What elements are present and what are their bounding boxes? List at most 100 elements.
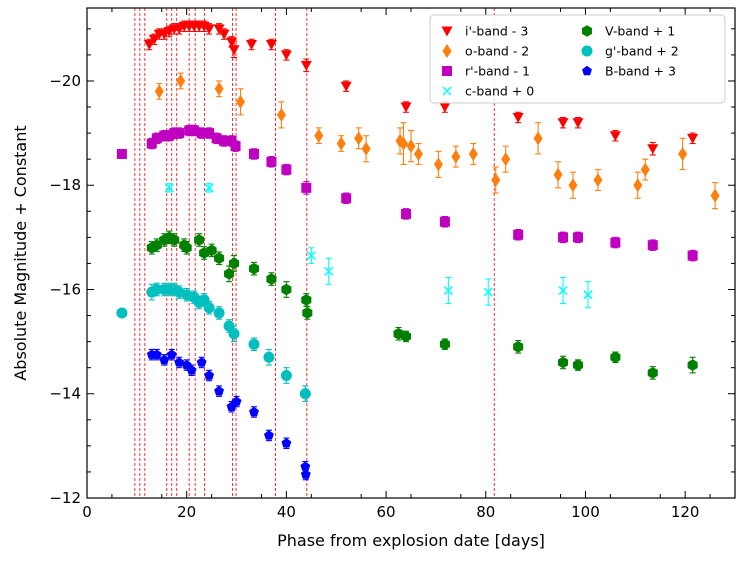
data-point (214, 252, 225, 265)
data-point (146, 138, 157, 149)
data-point (231, 396, 242, 406)
data-point (166, 349, 177, 359)
data-point (218, 29, 230, 40)
data-point (306, 251, 316, 261)
data-point (223, 320, 235, 332)
y-axis-label: Absolute Magnitude + Constant (11, 125, 30, 380)
data-point (194, 234, 205, 246)
series-4 (146, 230, 698, 380)
data-point (281, 438, 292, 448)
data-point (248, 338, 260, 350)
data-point (248, 262, 260, 275)
data-point (281, 283, 292, 296)
data-point (266, 273, 277, 285)
data-point (226, 135, 237, 146)
y-tick-label: −18 (49, 176, 81, 194)
legend-label: g'-band + 2 (605, 44, 679, 59)
data-point (647, 240, 658, 251)
data-point (468, 146, 478, 161)
data-point (439, 102, 451, 113)
data-point (443, 286, 453, 296)
y-tick-label: −14 (49, 385, 81, 403)
data-point (300, 60, 312, 71)
data-point (687, 133, 699, 144)
data-point (568, 178, 578, 193)
data-point (206, 244, 217, 257)
data-point (281, 164, 292, 175)
data-point (513, 229, 524, 240)
data-point (341, 193, 352, 204)
data-point (116, 307, 128, 319)
x-tick-label: 120 (671, 503, 700, 521)
data-point (491, 173, 501, 188)
data-point (164, 183, 174, 193)
data-point (214, 385, 225, 396)
data-point (647, 367, 658, 379)
data-point (687, 250, 698, 261)
legend: i'-band - 3 o-band - 2 r'-band - 1 c-band +… (429, 14, 726, 104)
data-point (512, 112, 524, 123)
data-point (174, 357, 185, 367)
data-point (204, 128, 215, 139)
series-6 (146, 348, 311, 481)
y-tick-label: −16 (49, 280, 81, 298)
data-point (557, 118, 569, 129)
data-point (300, 469, 311, 479)
series-5 (116, 282, 311, 403)
data-point (148, 34, 160, 45)
data-point (280, 50, 292, 61)
data-point (301, 182, 312, 193)
legend-marker (442, 66, 452, 76)
legend-label: V-band + 1 (605, 24, 675, 39)
data-point (553, 167, 563, 182)
data-point (572, 359, 584, 371)
data-point (400, 330, 412, 343)
y-tick-label: −20 (49, 72, 81, 90)
data-point (572, 118, 584, 129)
data-point (249, 406, 259, 417)
data-point (610, 237, 621, 248)
data-point (116, 148, 127, 159)
data-point (154, 84, 164, 99)
data-point (610, 351, 621, 364)
data-point (266, 156, 277, 167)
legend-label: o-band - 2 (465, 44, 529, 59)
data-point (213, 24, 225, 35)
data-point (558, 286, 568, 296)
data-point (501, 152, 511, 167)
legend-marker (582, 65, 592, 76)
data-point (678, 146, 688, 161)
data-point (324, 266, 334, 276)
data-point (229, 257, 240, 270)
legend-label: r'-band - 1 (465, 64, 530, 79)
legend-marker (441, 26, 453, 37)
data-point (558, 232, 569, 243)
data-point (228, 45, 240, 56)
data-point (399, 136, 409, 151)
data-point (213, 307, 225, 319)
data-point (143, 39, 155, 50)
legend-marker (442, 44, 452, 58)
data-point (248, 148, 259, 159)
data-point (483, 287, 493, 297)
x-tick-label: 100 (571, 503, 600, 521)
data-point (263, 351, 275, 363)
data-point (236, 94, 246, 109)
data-point (647, 144, 659, 155)
data-point (204, 183, 214, 193)
data-point (401, 208, 412, 219)
data-point (280, 370, 292, 381)
data-point (633, 178, 643, 193)
data-point (558, 356, 569, 369)
data-point (211, 133, 222, 144)
legend-marker (581, 45, 593, 57)
series-1 (154, 72, 720, 210)
data-point (340, 81, 352, 92)
data-point (245, 39, 257, 50)
data-point (196, 357, 207, 367)
x-tick-label: 40 (277, 503, 296, 521)
data-point (214, 81, 224, 96)
data-point (640, 162, 650, 177)
axis-ticks: 0 20 40 60 80 100 120 −20 −18 −16 −14 −12 (49, 8, 735, 521)
